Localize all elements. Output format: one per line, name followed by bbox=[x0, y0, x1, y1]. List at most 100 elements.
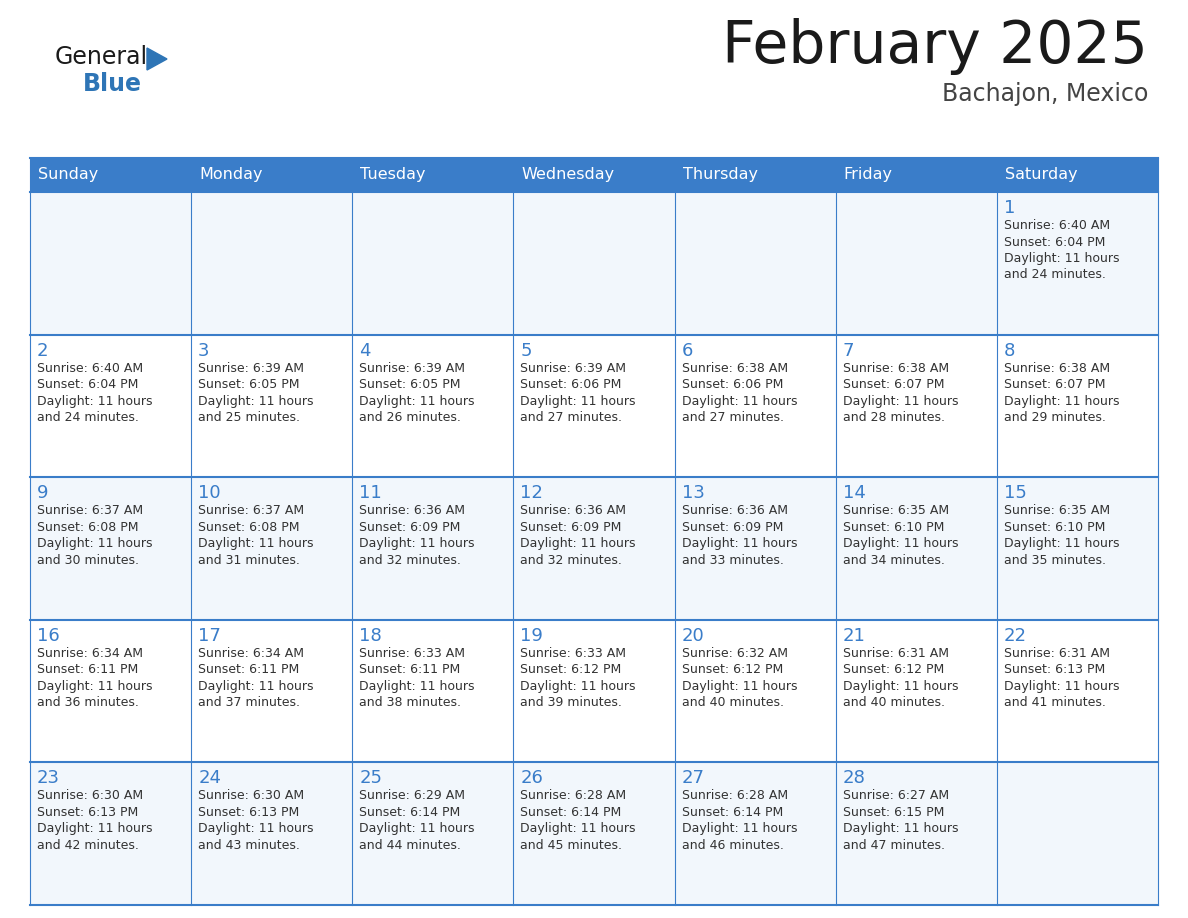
Text: Daylight: 11 hours: Daylight: 11 hours bbox=[682, 823, 797, 835]
Text: Sunset: 6:06 PM: Sunset: 6:06 PM bbox=[682, 378, 783, 391]
Text: Sunset: 6:08 PM: Sunset: 6:08 PM bbox=[198, 521, 299, 533]
Bar bbox=[30, 158, 1158, 192]
Text: Blue: Blue bbox=[83, 72, 143, 96]
Text: and 37 minutes.: and 37 minutes. bbox=[198, 696, 301, 710]
Text: Sunrise: 6:37 AM: Sunrise: 6:37 AM bbox=[37, 504, 143, 517]
Text: and 25 minutes.: and 25 minutes. bbox=[198, 411, 301, 424]
Text: 6: 6 bbox=[682, 341, 693, 360]
Text: Daylight: 11 hours: Daylight: 11 hours bbox=[359, 395, 475, 408]
Text: Daylight: 11 hours: Daylight: 11 hours bbox=[1004, 252, 1119, 265]
Text: 27: 27 bbox=[682, 769, 704, 788]
Text: Daylight: 11 hours: Daylight: 11 hours bbox=[520, 395, 636, 408]
Text: Sunset: 6:13 PM: Sunset: 6:13 PM bbox=[1004, 664, 1105, 677]
Text: Sunrise: 6:34 AM: Sunrise: 6:34 AM bbox=[198, 647, 304, 660]
Text: 25: 25 bbox=[359, 769, 383, 788]
Text: Sunrise: 6:29 AM: Sunrise: 6:29 AM bbox=[359, 789, 466, 802]
Text: and 35 minutes.: and 35 minutes. bbox=[1004, 554, 1106, 566]
Text: Monday: Monday bbox=[200, 167, 263, 183]
Bar bbox=[30, 620, 1158, 763]
Text: Daylight: 11 hours: Daylight: 11 hours bbox=[198, 680, 314, 693]
Text: Sunset: 6:12 PM: Sunset: 6:12 PM bbox=[520, 664, 621, 677]
Text: and 47 minutes.: and 47 minutes. bbox=[842, 839, 944, 852]
Text: 26: 26 bbox=[520, 769, 543, 788]
Text: 5: 5 bbox=[520, 341, 532, 360]
Text: Daylight: 11 hours: Daylight: 11 hours bbox=[682, 680, 797, 693]
Polygon shape bbox=[147, 48, 168, 70]
Text: Daylight: 11 hours: Daylight: 11 hours bbox=[37, 823, 152, 835]
Text: and 34 minutes.: and 34 minutes. bbox=[842, 554, 944, 566]
Text: Sunrise: 6:40 AM: Sunrise: 6:40 AM bbox=[37, 362, 143, 375]
Text: Sunrise: 6:37 AM: Sunrise: 6:37 AM bbox=[198, 504, 304, 517]
Text: Daylight: 11 hours: Daylight: 11 hours bbox=[359, 823, 475, 835]
Text: Sunday: Sunday bbox=[38, 167, 99, 183]
Text: Daylight: 11 hours: Daylight: 11 hours bbox=[1004, 537, 1119, 550]
Text: Sunset: 6:13 PM: Sunset: 6:13 PM bbox=[198, 806, 299, 819]
Text: 18: 18 bbox=[359, 627, 383, 644]
Text: Sunrise: 6:33 AM: Sunrise: 6:33 AM bbox=[520, 647, 626, 660]
Text: and 41 minutes.: and 41 minutes. bbox=[1004, 696, 1106, 710]
Text: Sunset: 6:05 PM: Sunset: 6:05 PM bbox=[359, 378, 461, 391]
Text: Thursday: Thursday bbox=[683, 167, 758, 183]
Text: Sunrise: 6:32 AM: Sunrise: 6:32 AM bbox=[682, 647, 788, 660]
Text: Sunset: 6:07 PM: Sunset: 6:07 PM bbox=[842, 378, 944, 391]
Text: Daylight: 11 hours: Daylight: 11 hours bbox=[520, 823, 636, 835]
Text: 17: 17 bbox=[198, 627, 221, 644]
Text: and 27 minutes.: and 27 minutes. bbox=[682, 411, 784, 424]
Text: Sunrise: 6:40 AM: Sunrise: 6:40 AM bbox=[1004, 219, 1110, 232]
Text: Daylight: 11 hours: Daylight: 11 hours bbox=[1004, 680, 1119, 693]
Text: Daylight: 11 hours: Daylight: 11 hours bbox=[842, 395, 959, 408]
Text: 4: 4 bbox=[359, 341, 371, 360]
Text: Sunrise: 6:31 AM: Sunrise: 6:31 AM bbox=[1004, 647, 1110, 660]
Text: Sunrise: 6:33 AM: Sunrise: 6:33 AM bbox=[359, 647, 466, 660]
Text: and 33 minutes.: and 33 minutes. bbox=[682, 554, 783, 566]
Text: and 40 minutes.: and 40 minutes. bbox=[682, 696, 784, 710]
Text: and 43 minutes.: and 43 minutes. bbox=[198, 839, 301, 852]
Text: 2: 2 bbox=[37, 341, 49, 360]
Text: 28: 28 bbox=[842, 769, 866, 788]
Text: Daylight: 11 hours: Daylight: 11 hours bbox=[37, 395, 152, 408]
Text: and 32 minutes.: and 32 minutes. bbox=[520, 554, 623, 566]
Text: Daylight: 11 hours: Daylight: 11 hours bbox=[682, 537, 797, 550]
Text: February 2025: February 2025 bbox=[722, 18, 1148, 75]
Text: Daylight: 11 hours: Daylight: 11 hours bbox=[1004, 395, 1119, 408]
Text: Sunset: 6:07 PM: Sunset: 6:07 PM bbox=[1004, 378, 1105, 391]
Text: 10: 10 bbox=[198, 484, 221, 502]
Text: Daylight: 11 hours: Daylight: 11 hours bbox=[37, 680, 152, 693]
Text: 3: 3 bbox=[198, 341, 209, 360]
Text: and 40 minutes.: and 40 minutes. bbox=[842, 696, 944, 710]
Text: Sunset: 6:13 PM: Sunset: 6:13 PM bbox=[37, 806, 138, 819]
Text: Daylight: 11 hours: Daylight: 11 hours bbox=[842, 680, 959, 693]
Bar bbox=[30, 334, 1158, 477]
Text: Sunrise: 6:39 AM: Sunrise: 6:39 AM bbox=[198, 362, 304, 375]
Text: Sunrise: 6:36 AM: Sunrise: 6:36 AM bbox=[520, 504, 626, 517]
Text: and 26 minutes.: and 26 minutes. bbox=[359, 411, 461, 424]
Text: Sunset: 6:14 PM: Sunset: 6:14 PM bbox=[682, 806, 783, 819]
Text: 7: 7 bbox=[842, 341, 854, 360]
Text: Sunset: 6:10 PM: Sunset: 6:10 PM bbox=[1004, 521, 1105, 533]
Text: and 29 minutes.: and 29 minutes. bbox=[1004, 411, 1106, 424]
Text: and 32 minutes.: and 32 minutes. bbox=[359, 554, 461, 566]
Text: Sunrise: 6:28 AM: Sunrise: 6:28 AM bbox=[682, 789, 788, 802]
Text: 12: 12 bbox=[520, 484, 543, 502]
Text: 8: 8 bbox=[1004, 341, 1016, 360]
Text: and 30 minutes.: and 30 minutes. bbox=[37, 554, 139, 566]
Text: and 31 minutes.: and 31 minutes. bbox=[198, 554, 301, 566]
Text: Sunset: 6:09 PM: Sunset: 6:09 PM bbox=[682, 521, 783, 533]
Text: Sunset: 6:08 PM: Sunset: 6:08 PM bbox=[37, 521, 139, 533]
Text: Sunrise: 6:34 AM: Sunrise: 6:34 AM bbox=[37, 647, 143, 660]
Text: Sunrise: 6:31 AM: Sunrise: 6:31 AM bbox=[842, 647, 949, 660]
Text: Sunset: 6:11 PM: Sunset: 6:11 PM bbox=[37, 664, 138, 677]
Text: Bachajon, Mexico: Bachajon, Mexico bbox=[942, 82, 1148, 106]
Text: Sunset: 6:12 PM: Sunset: 6:12 PM bbox=[682, 664, 783, 677]
Text: 20: 20 bbox=[682, 627, 704, 644]
Text: and 36 minutes.: and 36 minutes. bbox=[37, 696, 139, 710]
Text: and 39 minutes.: and 39 minutes. bbox=[520, 696, 623, 710]
Text: Sunrise: 6:35 AM: Sunrise: 6:35 AM bbox=[842, 504, 949, 517]
Bar bbox=[30, 763, 1158, 905]
Text: and 24 minutes.: and 24 minutes. bbox=[1004, 268, 1106, 282]
Text: Sunrise: 6:35 AM: Sunrise: 6:35 AM bbox=[1004, 504, 1110, 517]
Text: Sunset: 6:10 PM: Sunset: 6:10 PM bbox=[842, 521, 944, 533]
Text: 1: 1 bbox=[1004, 199, 1016, 217]
Bar bbox=[30, 477, 1158, 620]
Text: 24: 24 bbox=[198, 769, 221, 788]
